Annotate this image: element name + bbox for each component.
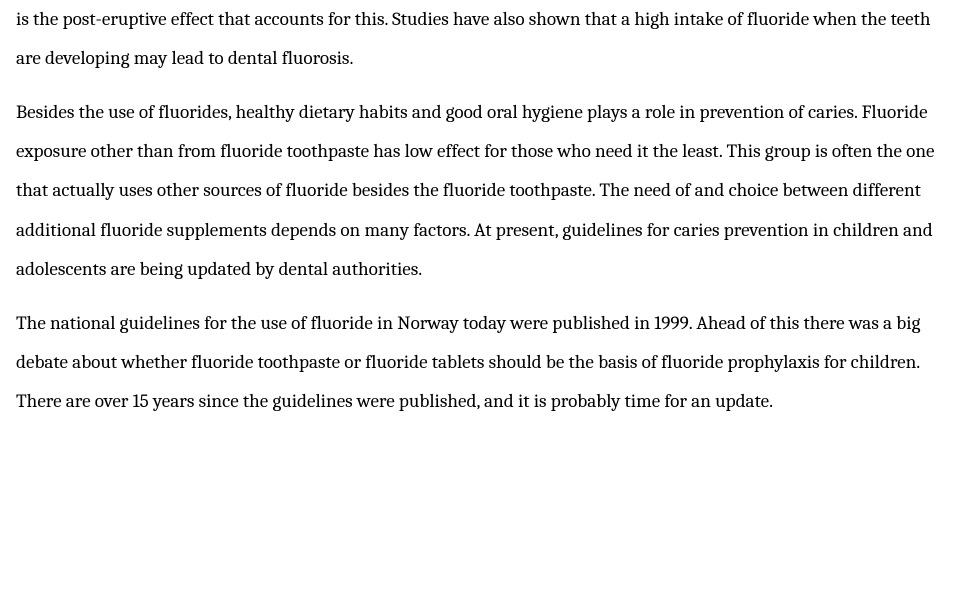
document-page: is the post-eruptive effect that account…	[0, 0, 960, 422]
paragraph-2: Besides the use of fluorides, healthy di…	[16, 93, 942, 290]
paragraph-3: The national guidelines for the use of f…	[16, 304, 942, 422]
paragraph-1: is the post-eruptive effect that account…	[16, 0, 942, 79]
